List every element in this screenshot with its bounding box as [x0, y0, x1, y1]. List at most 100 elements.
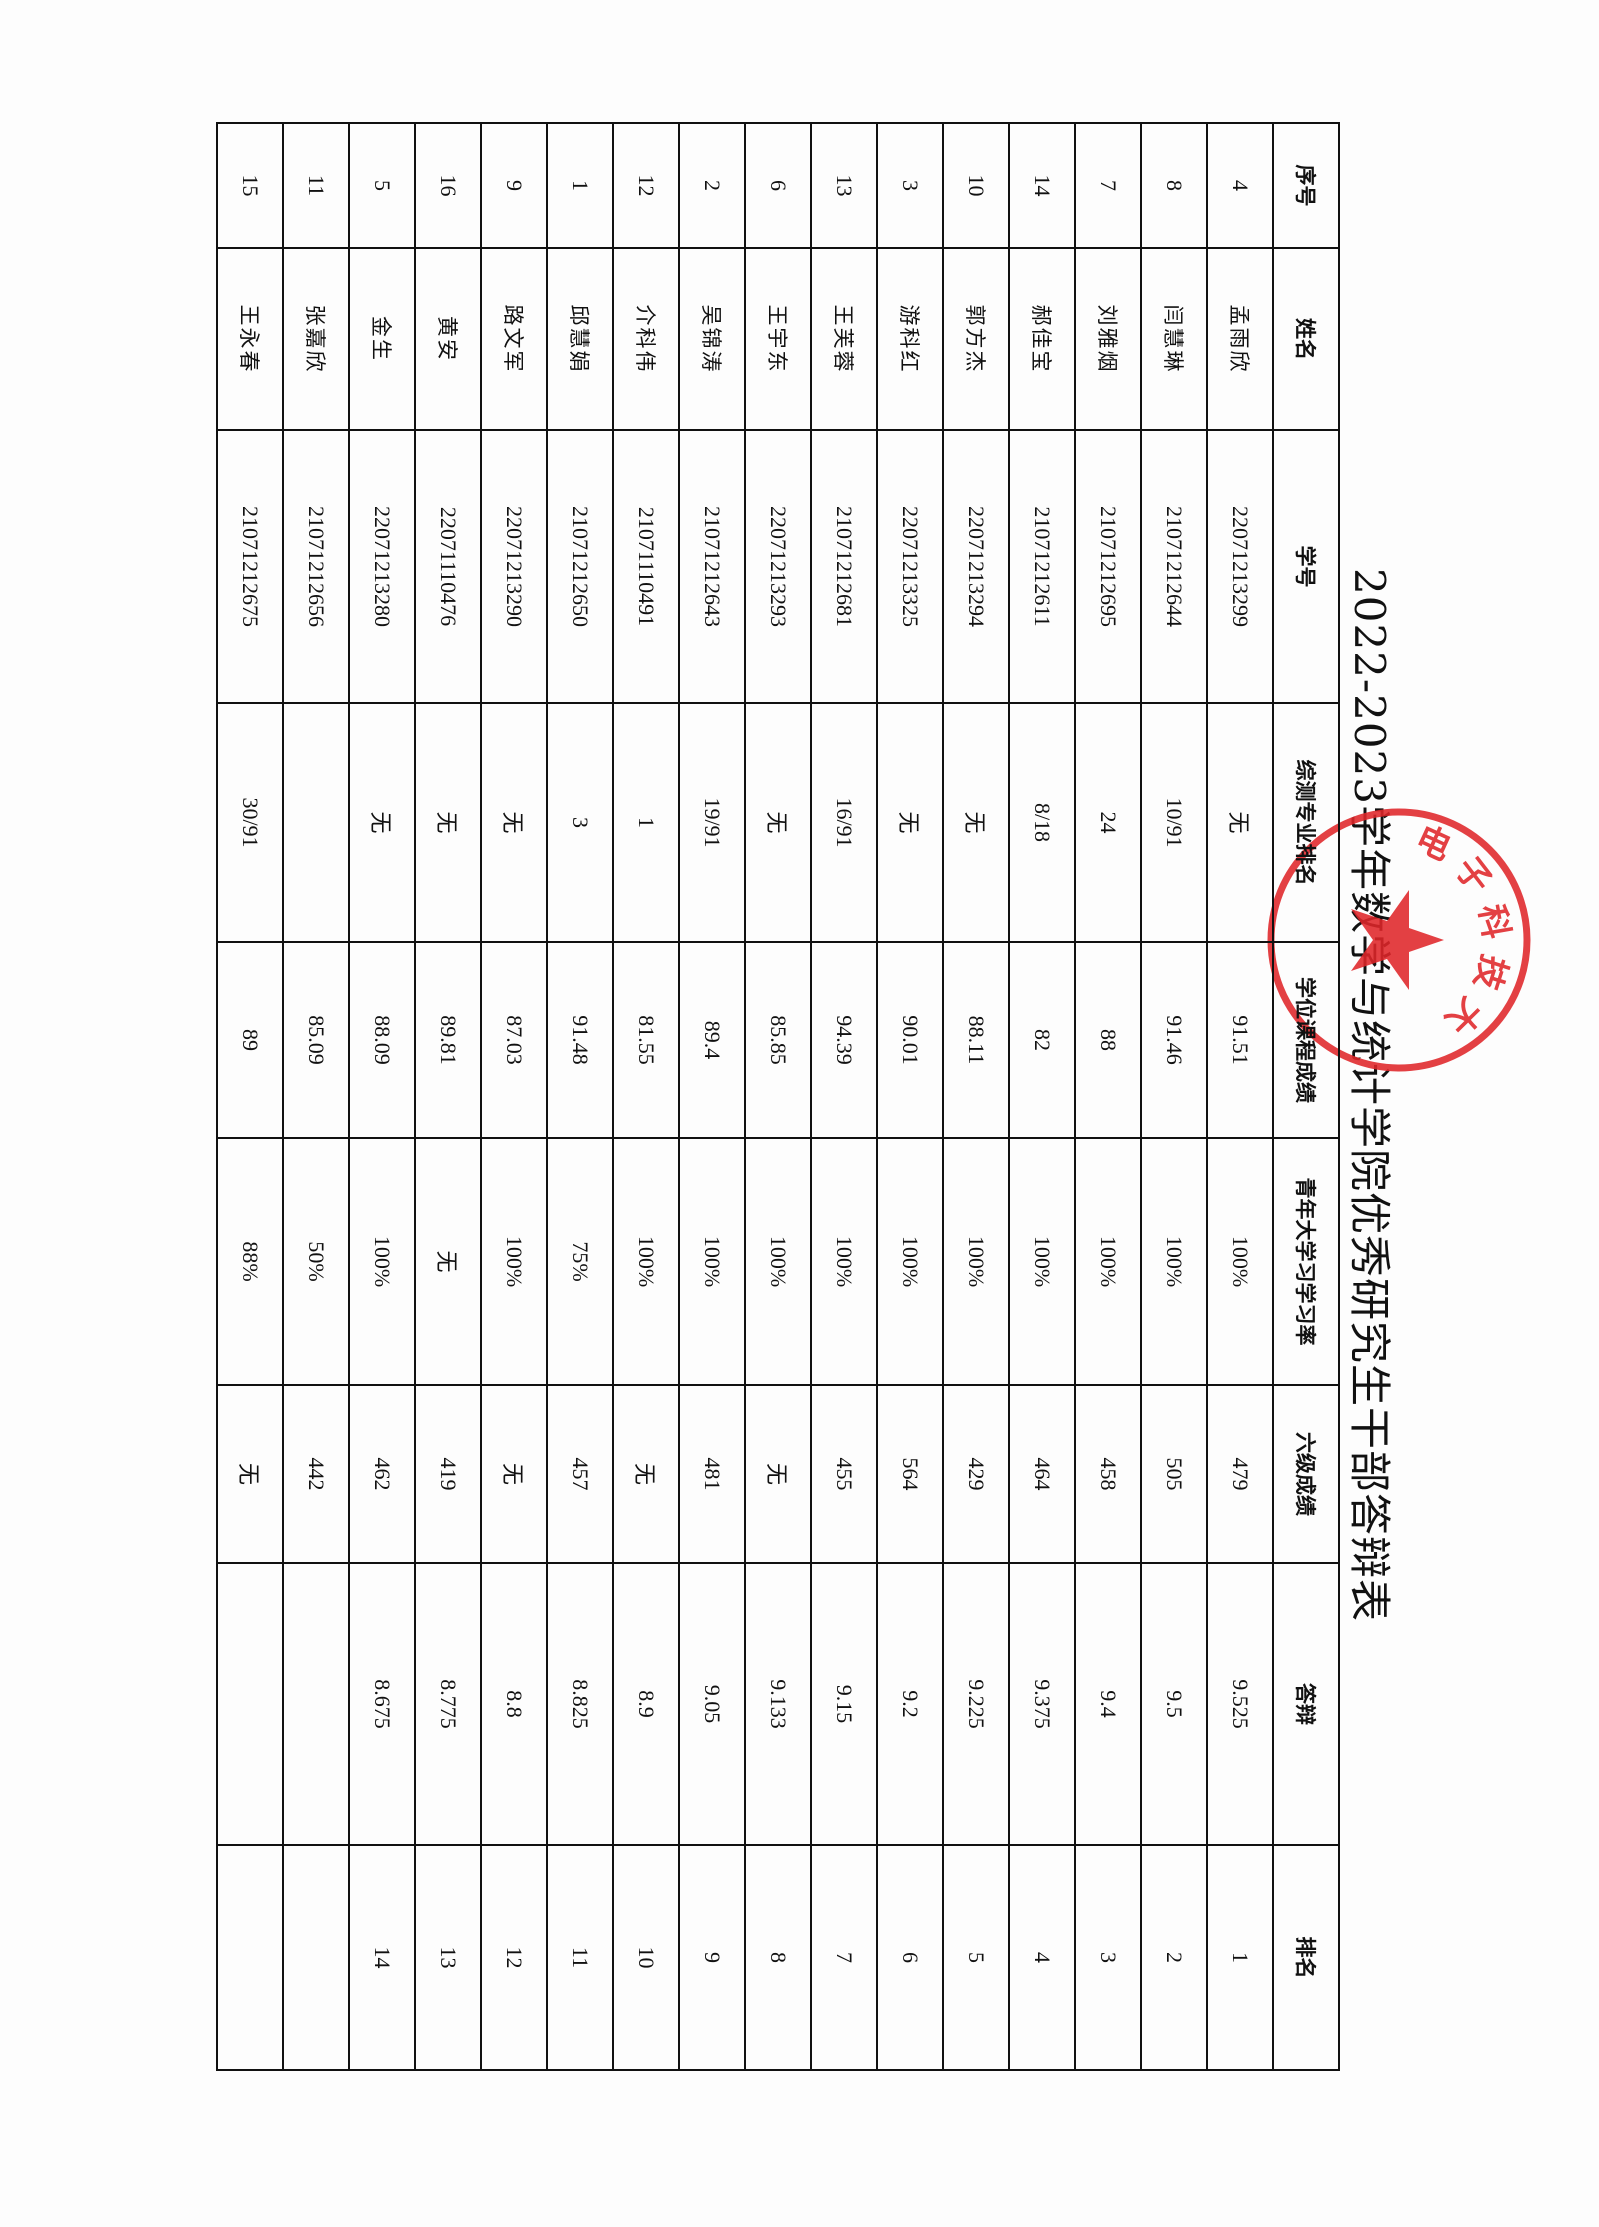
- table-cell: 1: [547, 123, 613, 248]
- table-cell: 100%: [1075, 1138, 1141, 1385]
- star-icon: [1351, 890, 1444, 990]
- table-cell: 13: [811, 123, 877, 248]
- table-cell: 无: [943, 703, 1009, 942]
- table-cell: 89.4: [679, 942, 745, 1138]
- table-cell: 505: [1141, 1385, 1207, 1563]
- table-cell: 郝佳宝: [1009, 248, 1075, 430]
- table-cell: 闫慧琳: [1141, 248, 1207, 430]
- table-cell: 7: [811, 1845, 877, 2070]
- table-row: 9 路文军 22071213290 无 87.03 100% 无 8.8 12: [481, 123, 547, 2070]
- table-cell: 88.11: [943, 942, 1009, 1138]
- table-cell: 16: [415, 123, 481, 248]
- table-cell: 无: [481, 703, 547, 942]
- table-cell: 9.225: [943, 1563, 1009, 1845]
- table-cell: 黄安: [415, 248, 481, 430]
- table-cell: 100%: [745, 1138, 811, 1385]
- table-cell: 88: [1075, 942, 1141, 1138]
- table-cell: 12: [613, 123, 679, 248]
- table-cell: 91.46: [1141, 942, 1207, 1138]
- table-row: 15 王永春 21071212675 30/91 89 88% 无: [217, 123, 283, 2070]
- table-cell: 2: [679, 123, 745, 248]
- table-cell: 22071110476: [415, 430, 481, 703]
- table-cell: 100%: [1141, 1138, 1207, 1385]
- table-cell: 22071213325: [877, 430, 943, 703]
- table-cell: 无: [415, 1138, 481, 1385]
- table-cell: 100%: [1207, 1138, 1273, 1385]
- table-cell: 3: [877, 123, 943, 248]
- table-cell: 50%: [283, 1138, 349, 1385]
- column-header: 学位课程成绩: [1273, 942, 1339, 1138]
- column-header: 答辩: [1273, 1563, 1339, 1845]
- table-cell: 458: [1075, 1385, 1141, 1563]
- table-cell: 89.81: [415, 942, 481, 1138]
- table-cell: 100%: [481, 1138, 547, 1385]
- table-cell: 张嘉欣: [283, 248, 349, 430]
- table-row: 14 郝佳宝 21071212611 8/18 82 100% 464 9.375 4: [1009, 123, 1075, 2070]
- column-header: 六级成绩: [1273, 1385, 1339, 1563]
- table-cell: [217, 1845, 283, 2070]
- table-cell: 91.48: [547, 942, 613, 1138]
- table-cell: 11: [283, 123, 349, 248]
- table-cell: 564: [877, 1385, 943, 1563]
- table-cell: 481: [679, 1385, 745, 1563]
- table-cell: 游科红: [877, 248, 943, 430]
- table-cell: 4: [1009, 1845, 1075, 2070]
- table-cell: 81.55: [613, 942, 679, 1138]
- table-cell: 9.133: [745, 1563, 811, 1845]
- table-cell: 429: [943, 1385, 1009, 1563]
- table-row: 16 黄安 22071110476 无 89.81 无 419 8.775 13: [415, 123, 481, 2070]
- table-cell: 22071213293: [745, 430, 811, 703]
- table-cell: 孟雨欣: [1207, 248, 1273, 430]
- table-cell: 8: [745, 1845, 811, 2070]
- table-cell: 88.09: [349, 942, 415, 1138]
- table-cell: 无: [415, 703, 481, 942]
- table-cell: 8.8: [481, 1563, 547, 1845]
- table-cell: [283, 703, 349, 942]
- column-header: 姓名: [1273, 248, 1339, 430]
- table-cell: 419: [415, 1385, 481, 1563]
- table-cell: [283, 1845, 349, 2070]
- score-table: 序号 姓名 学号 综测专业排名 学位课程成绩 青年大学习学习率 六级成绩 答辩 排名 4 孟雨欣 2…: [216, 122, 1340, 2071]
- table-cell: 王永春: [217, 248, 283, 430]
- table-cell: 94.39: [811, 942, 877, 1138]
- table-cell: 100%: [1009, 1138, 1075, 1385]
- svg-text:电 子 科 技 大: 电 子 科 技 大: [1409, 818, 1516, 1041]
- official-seal: 电 子 科 技 大: [1267, 808, 1531, 1072]
- table-cell: 8.775: [415, 1563, 481, 1845]
- table-cell: 介科伟: [613, 248, 679, 430]
- table-cell: 9: [481, 123, 547, 248]
- table-cell: 无: [745, 1385, 811, 1563]
- column-header: 青年大学习学习率: [1273, 1138, 1339, 1385]
- table-cell: 12: [481, 1845, 547, 2070]
- table-cell: 9.05: [679, 1563, 745, 1845]
- table-row: 6 王宇东 22071213293 无 85.85 100% 无 9.133 8: [745, 123, 811, 2070]
- table-cell: 90.01: [877, 942, 943, 1138]
- table-cell: 9.375: [1009, 1563, 1075, 1845]
- column-header: 序号: [1273, 123, 1339, 248]
- table-cell: 13: [415, 1845, 481, 2070]
- table-cell: 9.525: [1207, 1563, 1273, 1845]
- table-cell: 22071213294: [943, 430, 1009, 703]
- column-header: 综测专业排名: [1273, 703, 1339, 942]
- table-cell: 87.03: [481, 942, 547, 1138]
- table-cell: 邱慧娟: [547, 248, 613, 430]
- table-cell: 15: [217, 123, 283, 248]
- table-cell: 21071212695: [1075, 430, 1141, 703]
- table-cell: 91.51: [1207, 942, 1273, 1138]
- table-cell: 21071212681: [811, 430, 877, 703]
- table-cell: 郭方杰: [943, 248, 1009, 430]
- table-cell: 464: [1009, 1385, 1075, 1563]
- table-cell: 1: [1207, 1845, 1273, 2070]
- table-row: 3 游科红 22071213325 无 90.01 100% 564 9.2 6: [877, 123, 943, 2070]
- table-cell: 457: [547, 1385, 613, 1563]
- table-cell: 10: [613, 1845, 679, 2070]
- table-cell: 路文军: [481, 248, 547, 430]
- table-cell: 8/18: [1009, 703, 1075, 942]
- table-cell: 21071212656: [283, 430, 349, 703]
- table-cell: 王芙蓉: [811, 248, 877, 430]
- table-cell: 10/91: [1141, 703, 1207, 942]
- table-cell: 无: [349, 703, 415, 942]
- table-cell: 8: [1141, 123, 1207, 248]
- table-cell: 88%: [217, 1138, 283, 1385]
- table-cell: 无: [745, 703, 811, 942]
